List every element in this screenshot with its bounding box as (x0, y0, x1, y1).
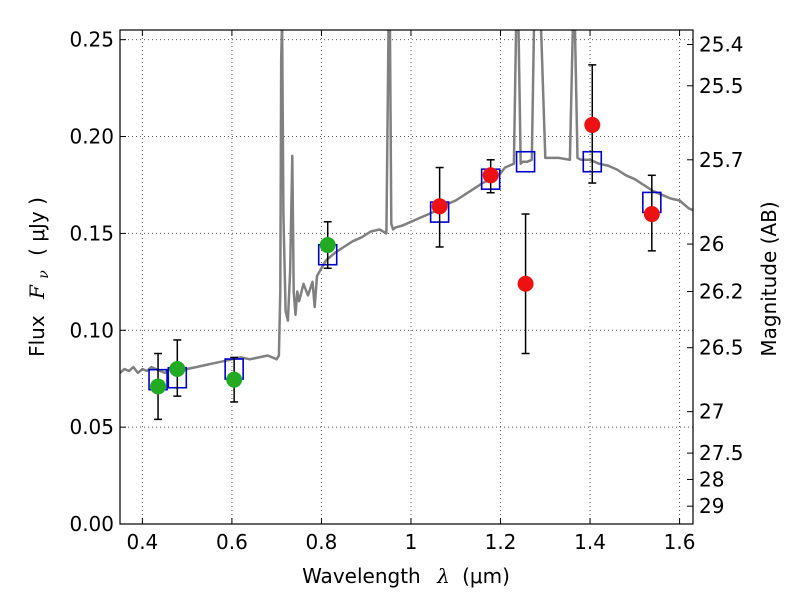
y-axis-right: 25.4 25.5 25.7 26 26.2 26.5 27 27.528 29 (687, 33, 744, 518)
plot-frame (119, 29, 694, 525)
y-tick-label: 0.20 (69, 125, 114, 149)
y-right-tick-label: 27.5 (699, 441, 744, 465)
observation-point (482, 167, 499, 184)
y-right-tick-label: 26.2 (699, 280, 744, 304)
y-right-tick-label: 25.7 (699, 148, 744, 172)
y-axis-label: Flux F ν ( μJy ) (25, 197, 53, 357)
y-right-tick-label: 27 (699, 400, 724, 424)
y-right-tick-label: 29 (699, 494, 724, 518)
observation-point (226, 371, 243, 388)
y-axis-right-label: Magnitude (AB) (757, 201, 781, 356)
x-axis: 0.4 0.6 0.8 1 1.2 1.4 1.6 (126, 30, 695, 554)
x-tick-label: 1.6 (664, 530, 696, 554)
observation-point (319, 237, 336, 254)
spectrum-line (120, 30, 693, 375)
observation-point (150, 378, 167, 395)
observation-point (169, 361, 186, 378)
y-axis-left: 0.00 0.05 0.10 0.15 0.20 0.25 (69, 28, 126, 536)
y-tick-label: 0.10 (69, 318, 114, 342)
y-right-tick-label: 25.4 (699, 33, 744, 57)
y-right-tick-label: 28 (699, 467, 724, 491)
observation-point (517, 275, 534, 292)
y-tick-label: 0.05 (69, 415, 114, 439)
observation-point (584, 116, 601, 133)
x-tick-label: 0.8 (306, 530, 338, 554)
x-tick-label: 1.4 (574, 530, 606, 554)
model-photometry-point (515, 150, 536, 173)
y-right-tick-label: 25.5 (699, 74, 744, 98)
x-tick-label: 1 (405, 530, 418, 554)
x-tick-label: 1.2 (485, 530, 517, 554)
x-tick-label: 0.6 (216, 530, 248, 554)
y-tick-label: 0.00 (69, 512, 114, 536)
plot-area (120, 30, 693, 421)
x-axis-label: Wavelength λ (μm) (302, 564, 510, 588)
observation-point (643, 206, 660, 223)
y-tick-label: 0.15 (69, 221, 114, 245)
y-right-tick-label: 26 (699, 232, 724, 256)
x-tick-label: 0.4 (126, 530, 158, 554)
y-tick-label: 0.25 (69, 28, 114, 52)
observation-point (431, 198, 448, 215)
y-right-tick-label: 26.5 (699, 336, 744, 360)
